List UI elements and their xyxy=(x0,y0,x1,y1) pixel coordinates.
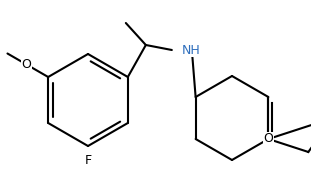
Text: F: F xyxy=(85,155,91,168)
Text: O: O xyxy=(263,132,273,145)
Text: NH: NH xyxy=(182,44,201,57)
Text: O: O xyxy=(21,58,31,71)
